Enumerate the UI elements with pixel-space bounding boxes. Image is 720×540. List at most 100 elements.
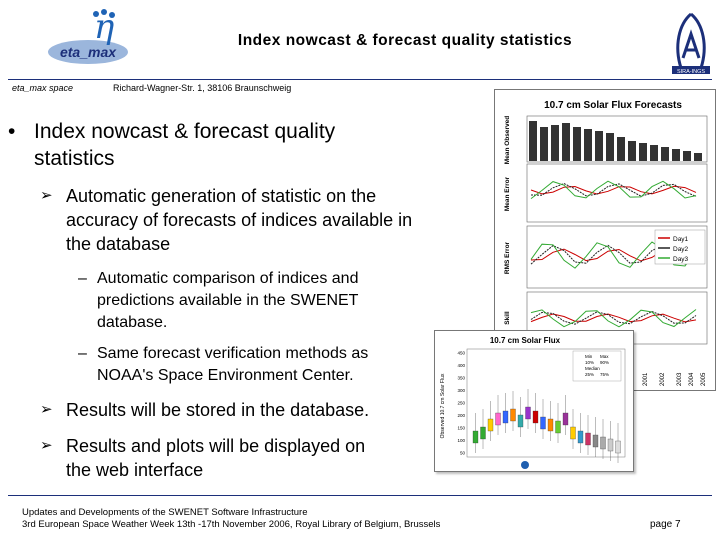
observed-bar	[584, 129, 592, 161]
boxplot-series	[472, 389, 621, 463]
boxplot-box	[615, 440, 621, 454]
legend-day1: Day1	[673, 236, 689, 243]
fig2-ytick: 150	[457, 426, 465, 431]
boxplot-box	[540, 416, 546, 430]
observed-bar	[540, 127, 548, 161]
dash-bullet: –	[78, 270, 87, 287]
fig2-ylabel: Observed 10.7 cm Solar Flux	[440, 373, 446, 438]
series-line	[530, 309, 697, 328]
ylabel-rms-error: RMS Error	[504, 241, 511, 274]
year-label: 2001	[643, 372, 649, 386]
bullet-6-line2: the web interface	[66, 460, 204, 480]
svg-text:η: η	[94, 8, 115, 47]
observed-bar	[694, 153, 702, 161]
boxplot-box	[592, 434, 599, 448]
bullet-4-line1: Same forecast verification methods as	[97, 345, 369, 362]
series-line	[530, 313, 697, 323]
logo-right-text: SIRA-INGS	[677, 69, 705, 75]
arrow-bullet-icon: ➢	[40, 401, 53, 418]
header-divider	[8, 79, 712, 80]
fig2-ytick: 300	[457, 388, 465, 393]
legend-max: Max	[600, 354, 609, 359]
boxplot-box	[510, 408, 516, 422]
series-line	[530, 311, 697, 325]
arrow-bullet-icon: ➢	[40, 437, 53, 454]
legend-day2: Day2	[673, 246, 689, 253]
bullet-3-line2: predictions available in the SWENET	[97, 292, 359, 309]
legend-day3: Day3	[673, 256, 689, 263]
panel-mean-observed	[526, 115, 708, 163]
boxplot-box	[495, 412, 501, 426]
observed-bar	[661, 147, 669, 161]
boxplot-box	[525, 406, 531, 420]
fig2-ytick: 250	[457, 401, 465, 406]
observed-bar	[683, 151, 691, 161]
boxplot-box	[555, 420, 561, 434]
boxplot-box	[472, 430, 479, 444]
observed-bar	[617, 137, 625, 161]
ylabel-mean-error: Mean Error	[504, 176, 511, 211]
observed-bar	[672, 149, 680, 161]
boxplot-box	[570, 426, 576, 440]
year-label: 2003	[677, 372, 683, 386]
footer-line-1: Updates and Developments of the SWENET S…	[22, 507, 308, 518]
observed-bar	[562, 123, 570, 161]
series-line	[530, 244, 697, 265]
legend-10: 10%	[585, 360, 594, 365]
observed-bar	[529, 121, 537, 161]
boxplot-box	[600, 436, 606, 450]
fig2-ytick: 200	[457, 413, 465, 418]
bullet-4-line2: NOAA's Space Environment Center.	[97, 367, 354, 384]
footer-line-2: 3rd European Space Weather Week 13th -17…	[22, 519, 441, 530]
sira-ings-logo: SIRA-INGS	[668, 8, 714, 76]
bullet-3-line3: database.	[97, 314, 168, 331]
fig2-ytick: 100	[457, 438, 465, 443]
bullet-1-line1: Index nowcast & forecast quality	[34, 120, 336, 143]
legend-25: 25%	[585, 372, 594, 377]
footer-divider	[8, 495, 712, 496]
page-number: page 7	[650, 519, 681, 530]
bullet-2-line1: Automatic generation of statistic on the	[66, 186, 377, 206]
dash-bullet: –	[78, 345, 87, 362]
bullet-2-line3: the database	[66, 234, 171, 254]
ylabel-skill: Skill	[504, 311, 511, 325]
bullet-1-line2: statistics	[34, 147, 115, 170]
fig1-legend: Day1 Day2 Day3	[654, 229, 706, 265]
boxplot-box	[502, 410, 509, 424]
series-line	[530, 183, 697, 197]
legend-median: Median	[585, 366, 600, 371]
bullet-5: Results will be stored in the database.	[66, 400, 370, 420]
bullet-6-line1: Results and plots will be displayed on	[66, 436, 366, 456]
year-label: 2005	[701, 372, 707, 386]
observed-bar	[650, 145, 658, 161]
org-name: eta_max space	[12, 83, 74, 93]
error-series	[530, 180, 697, 328]
eta-max-logo: η eta_max	[38, 7, 138, 76]
year-label: 2004	[689, 372, 695, 386]
observed-bar	[595, 131, 603, 161]
address: Richard-Wagner-Str. 1, 38106 Braunschwei…	[113, 83, 292, 93]
fig2-ytick: 50	[460, 451, 466, 456]
boxplot-box	[517, 414, 524, 428]
fig2-ytick: 450	[457, 351, 465, 356]
boxplot-box	[585, 432, 591, 446]
boxplot-box	[607, 438, 614, 452]
noaa-emblem	[521, 461, 529, 469]
boxplot-box	[547, 418, 554, 432]
ylabel-mean-observed: Mean Observed	[504, 116, 511, 164]
panel-mean-error	[526, 163, 708, 223]
arrow-bullet-icon: ➢	[40, 187, 53, 204]
fig2-yticks: 450 400 350 300 250 200 150 100 50	[457, 351, 465, 456]
observed-bar	[639, 143, 647, 161]
mean-observed-bars	[529, 121, 702, 161]
observed-bar	[628, 141, 636, 161]
boxplot-box	[532, 410, 539, 424]
series-line	[530, 180, 697, 200]
observed-bar	[573, 127, 581, 161]
panel-rms-error	[526, 225, 708, 289]
observed-bar	[606, 133, 614, 161]
fig2-legend: Min Max 10% 90% Median 25% 75%	[572, 350, 622, 382]
solar-flux-boxplot-figure: 10.7 cm Solar Flux Observed 10.7 cm Sola…	[434, 330, 634, 472]
fig2-ytick: 400	[457, 363, 465, 368]
fig1-title: 10.7 cm Solar Flux Forecasts	[544, 100, 682, 111]
